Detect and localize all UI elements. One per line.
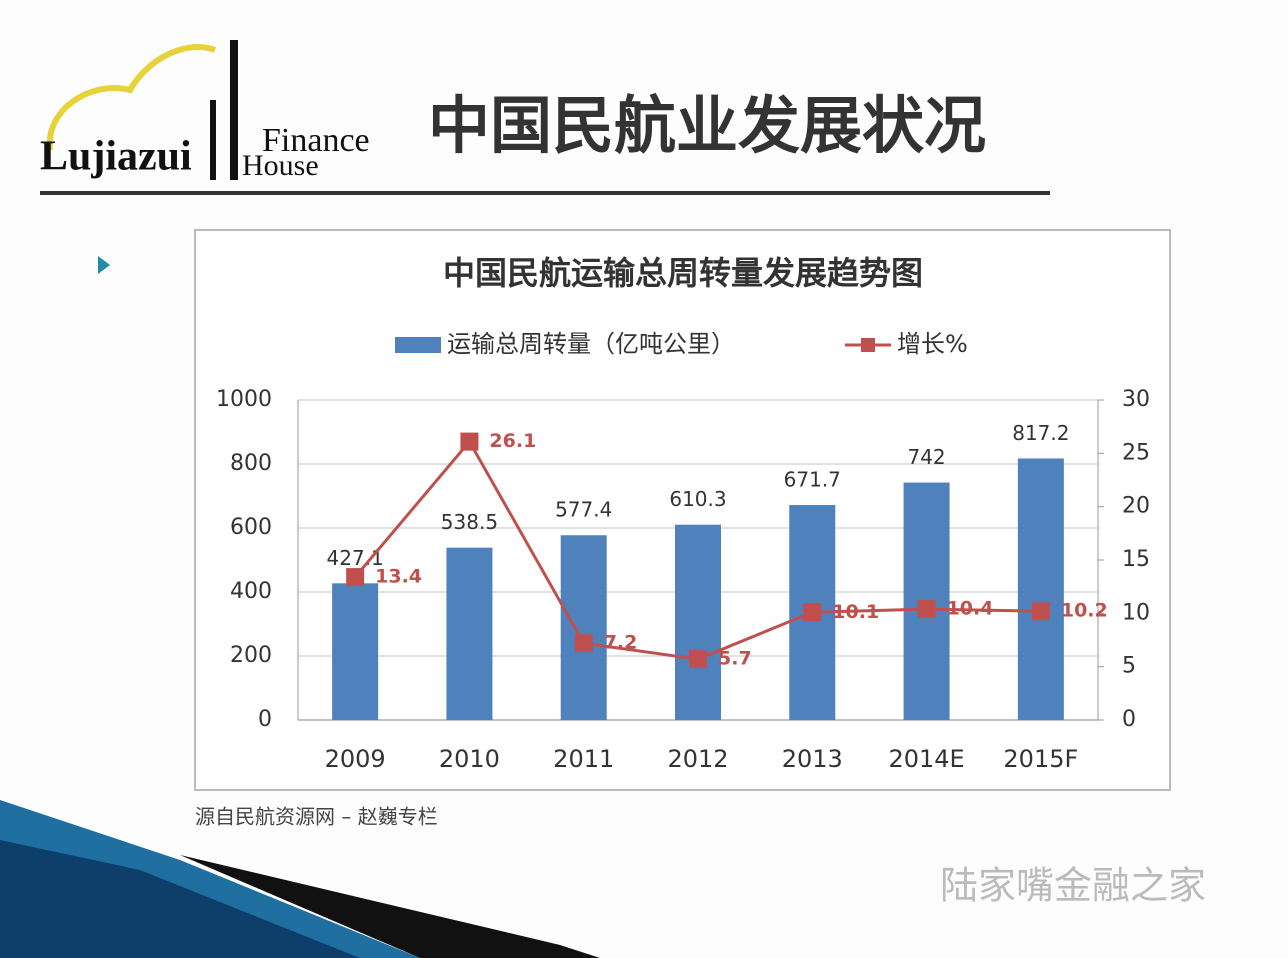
x-tick-label: 2010 <box>439 745 500 773</box>
source: 源自民航资源网 – 赵巍专栏 <box>195 805 438 829</box>
data-label: 7.2 <box>604 632 638 654</box>
data-label: 538.5 <box>441 510 498 534</box>
x-tick-label: 2011 <box>553 745 614 773</box>
y-tick-label: 400 <box>230 579 272 604</box>
logo-arc <box>46 43 217 151</box>
line-marker <box>460 432 479 451</box>
slide-title: 中国民航业发展状况 <box>428 89 986 162</box>
logo-line2: House <box>242 149 319 182</box>
logo-tower <box>230 40 238 180</box>
bar <box>446 547 493 720</box>
y-tick-label: 200 <box>230 643 272 668</box>
data-label: 742 <box>907 445 945 469</box>
y2-tick-label: 30 <box>1122 387 1150 412</box>
y2-tick-label: 20 <box>1122 494 1150 519</box>
line-marker <box>1031 602 1050 621</box>
logo-main: Lujiazui <box>40 134 192 180</box>
data-label: 26.1 <box>489 430 536 452</box>
logo: Lujiazui Finance House <box>40 40 370 182</box>
data-label: 427.1 <box>327 546 384 570</box>
legend-label: 增长% <box>897 330 968 358</box>
data-label: 610.3 <box>669 487 726 511</box>
bullet <box>98 256 110 274</box>
data-label: 5.7 <box>718 648 752 670</box>
data-label: 10.4 <box>947 598 994 620</box>
data-label: 10.2 <box>1061 600 1108 622</box>
line-marker <box>803 603 822 622</box>
line-marker <box>346 568 365 587</box>
y-tick-label: 0 <box>258 707 272 732</box>
y-tick-label: 800 <box>230 451 272 476</box>
y-tick-label: 600 <box>230 515 272 540</box>
bar <box>332 583 379 720</box>
legend-label: 运输总周转量（亿吨公里） <box>447 330 735 358</box>
line-marker <box>917 600 936 619</box>
chart-title: 中国民航运输总周转量发展趋势图 <box>443 254 923 292</box>
y2-tick-label: 5 <box>1122 654 1136 679</box>
x-tick-label: 2009 <box>325 745 386 773</box>
logo-line1: Finance <box>262 122 370 159</box>
y-tick-label: 1000 <box>216 387 272 412</box>
legend-swatch <box>395 337 441 353</box>
y2-tick-label: 25 <box>1122 440 1150 465</box>
x-tick-label: 2014E <box>888 745 964 773</box>
data-label: 10.1 <box>832 601 879 623</box>
x-tick-label: 2015F <box>1003 745 1078 773</box>
legend-marker <box>861 338 875 352</box>
x-tick-label: 2013 <box>782 745 843 773</box>
data-label: 671.7 <box>784 468 841 492</box>
data-label: 577.4 <box>555 498 612 522</box>
bar <box>675 524 721 720</box>
swoosh <box>180 855 600 958</box>
line-marker <box>574 634 593 653</box>
swoosh <box>0 840 360 958</box>
y2-tick-label: 0 <box>1122 707 1136 732</box>
y2-tick-label: 10 <box>1122 600 1150 625</box>
x-tick-label: 2012 <box>667 745 728 773</box>
data-label: 817.2 <box>1012 421 1069 445</box>
y2-tick-label: 15 <box>1122 547 1150 572</box>
line-marker <box>689 650 707 669</box>
bar <box>560 535 607 720</box>
logo-tower <box>210 100 216 180</box>
watermark: 陆家嘴金融之家 <box>940 864 1206 908</box>
bar <box>1017 458 1064 720</box>
data-label: 13.4 <box>375 566 422 588</box>
